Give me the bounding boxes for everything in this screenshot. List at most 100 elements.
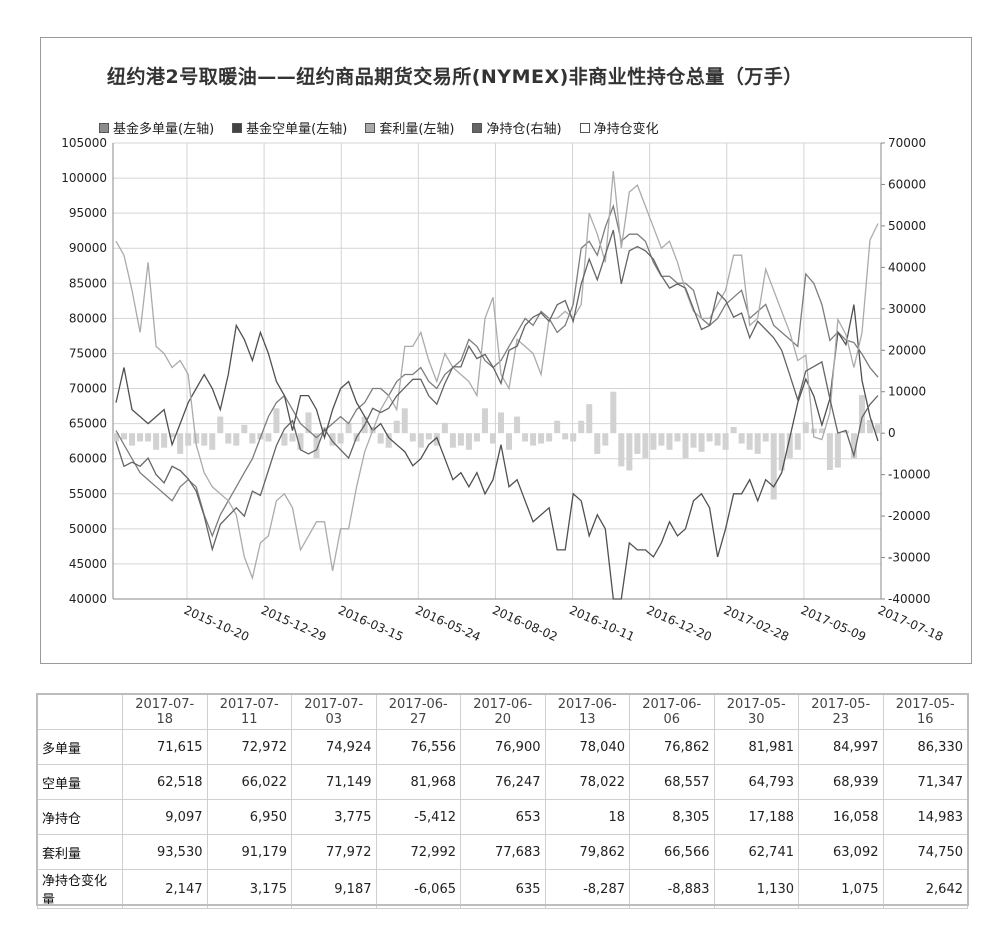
series-line-1	[115, 304, 879, 600]
net-change-bar	[514, 416, 521, 434]
net-change-bar	[129, 433, 136, 446]
table-cell: 68,939	[798, 764, 884, 800]
net-change-bar	[682, 433, 689, 459]
right-axis-tick-label: -10000	[888, 468, 931, 482]
left-axis-tick-label: 50000	[69, 522, 107, 536]
table-cell: 2,642	[882, 869, 968, 909]
table-date-header: 2017-06-13	[544, 694, 630, 730]
table-cell: 66,566	[629, 834, 715, 870]
x-axis-tick-label: 2016-05-24	[413, 603, 482, 644]
table-date-header: 2017-07-03	[291, 694, 377, 730]
table-cell: 76,900	[460, 729, 546, 765]
net-change-bar	[690, 433, 697, 448]
net-change-bar	[698, 433, 705, 452]
table-row-label: 空单量	[37, 764, 123, 800]
table-row: 净持仓 9,097 6,950 3,775 -5,412 653 18 8,30…	[37, 799, 968, 835]
net-change-bar	[225, 433, 232, 444]
net-change-bar	[650, 433, 657, 450]
net-change-bar	[385, 433, 392, 448]
series-line-3	[115, 229, 879, 552]
legend-label-short: 基金空单量(左轴)	[246, 122, 348, 137]
net-change-bar	[153, 433, 160, 450]
x-axis-tick-label: 2017-07-18	[876, 603, 945, 644]
legend-swatch-long	[99, 122, 109, 133]
legend-item-net-change[interactable]: 净持仓变化	[579, 118, 659, 137]
table-cell: 62,741	[713, 834, 799, 870]
table-cell: 79,862	[544, 834, 630, 870]
table-cell: 81,968	[375, 764, 461, 800]
legend-item-spread[interactable]: 套利量(左轴)	[365, 118, 454, 137]
table-cell: 71,615	[122, 729, 208, 765]
x-axis-tick-label: 2016-03-15	[336, 603, 405, 644]
table-row-label: 多单量	[37, 729, 123, 765]
table-cell: 68,557	[629, 764, 715, 800]
table-cell: 76,556	[375, 729, 461, 765]
net-change-bar	[722, 433, 729, 450]
legend-swatch-net	[472, 122, 483, 133]
table-cell: 3,175	[206, 869, 292, 909]
net-change-bar	[281, 433, 288, 446]
table-date-header: 2017-05-30	[713, 694, 799, 730]
right-axis-tick-label: 40000	[888, 260, 926, 274]
legend-label-net: 净持仓(右轴)	[486, 122, 562, 137]
net-change-bar	[626, 433, 633, 471]
legend-label-spread: 套利量(左轴)	[379, 122, 455, 137]
table-date-header: 2017-06-20	[460, 694, 546, 730]
right-axis-tick-label: 0	[888, 426, 896, 440]
net-change-bar	[209, 433, 216, 450]
x-axis-tick-label: 2017-02-28	[722, 603, 791, 644]
legend-swatch-short	[232, 122, 243, 133]
net-change-bar	[289, 433, 296, 442]
legend-label-net-change: 净持仓变化	[593, 122, 659, 137]
table-cell: -8,883	[629, 869, 715, 909]
table-cell: 71,149	[291, 764, 377, 800]
left-axis-tick-label: 95000	[69, 206, 107, 220]
net-change-bar	[746, 433, 753, 450]
net-change-bar	[586, 404, 593, 434]
table-cell: 2,147	[122, 869, 208, 909]
table-cell: 78,040	[544, 729, 630, 765]
table-date-header: 2017-06-06	[629, 694, 715, 730]
table-cell: 93,530	[122, 834, 208, 870]
table-cell: 84,997	[798, 729, 884, 765]
net-change-bar	[714, 433, 721, 446]
net-change-bar	[145, 433, 152, 442]
table-date-header: 2017-05-16	[882, 694, 968, 730]
table-date-header: 2017-07-11	[206, 694, 292, 730]
x-axis-tick-label: 2016-12-20	[644, 603, 713, 644]
net-change-bar	[409, 433, 416, 442]
x-axis-tick-label: 2016-10-11	[567, 603, 636, 644]
net-change-bar	[634, 433, 641, 454]
table-cell: 77,972	[291, 834, 377, 870]
table-cell: 86,330	[882, 729, 968, 765]
net-change-bar	[866, 420, 873, 434]
net-change-bar	[802, 422, 809, 434]
left-axis-tick-label: 100000	[61, 171, 107, 185]
net-change-bar	[481, 408, 488, 434]
net-change-bar	[401, 408, 408, 434]
legend-item-net[interactable]: 净持仓(右轴)	[472, 118, 562, 137]
net-change-bar	[562, 433, 569, 440]
table-cell: 9,187	[291, 869, 377, 909]
table-cell: 77,683	[460, 834, 546, 870]
net-change-bar	[578, 420, 585, 434]
table-cell: 8,305	[629, 799, 715, 835]
series-line-0	[115, 203, 879, 538]
table-cell: -6,065	[375, 869, 461, 909]
table-cell: -5,412	[375, 799, 461, 835]
net-change-bar	[506, 433, 513, 450]
net-change-bar	[425, 433, 432, 440]
table-cell: 72,972	[206, 729, 292, 765]
net-change-bar	[602, 433, 609, 446]
x-axis-tick-label: 2015-12-29	[259, 603, 328, 644]
net-change-bar	[161, 433, 168, 448]
net-change-bar	[233, 433, 240, 446]
legend-item-long[interactable]: 基金多单量(左轴)	[99, 118, 214, 137]
chart-panel: 纽约港2号取暖油——纽约商品期货交易所(NYMEX)非商业性持仓总量（万手） 基…	[40, 37, 972, 664]
table-cell: 6,950	[206, 799, 292, 835]
legend-item-short[interactable]: 基金空单量(左轴)	[232, 118, 347, 137]
net-change-bar	[241, 424, 248, 434]
table-cell: 9,097	[122, 799, 208, 835]
data-table: 2017-07-18 2017-07-11 2017-07-03 2017-06…	[37, 694, 968, 909]
right-axis-tick-label: 20000	[888, 343, 926, 357]
